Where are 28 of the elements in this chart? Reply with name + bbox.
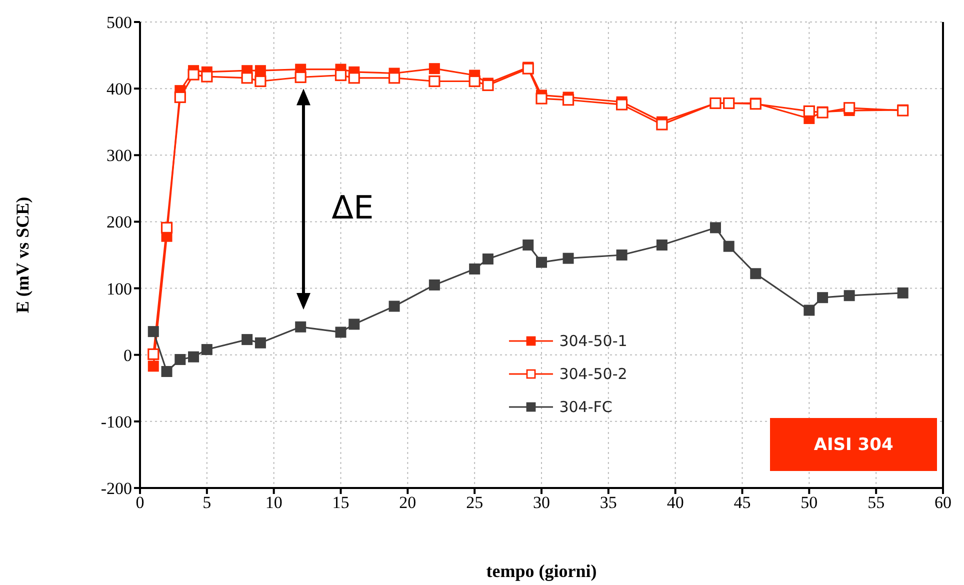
- y-tick-label: -200: [100, 479, 132, 498]
- x-tick-label: 25: [466, 493, 484, 512]
- x-tick-label: 40: [666, 493, 684, 512]
- y-tick-label: 200: [106, 212, 132, 232]
- x-tick-label: 5: [202, 493, 212, 512]
- x-tick-label: 30: [533, 493, 550, 512]
- y-tick-label: 400: [106, 80, 132, 99]
- x-axis-title: tempo (giorni): [486, 561, 597, 581]
- x-tick-label: 35: [600, 493, 617, 512]
- x-tick-label: 45: [734, 493, 751, 512]
- x-tick-label: 55: [868, 493, 885, 512]
- y-tick-label: 100: [106, 279, 132, 298]
- x-tick-label: 10: [265, 493, 282, 512]
- legend-label: 304-50-2: [559, 365, 628, 384]
- annotation: ΔE: [332, 188, 374, 226]
- y-tick-label: 0: [124, 346, 132, 365]
- x-tick-label: 15: [332, 493, 350, 512]
- y-tick-label: 300: [106, 146, 132, 166]
- x-tick-label: 0: [136, 493, 144, 512]
- label-box: AISI 304: [770, 418, 938, 472]
- x-tick-label: 20: [399, 493, 416, 512]
- y-axis-title: E (mV vs SCE): [12, 196, 32, 314]
- legend-label: 304-50-1: [559, 332, 628, 350]
- x-tick-label: 60: [934, 493, 952, 512]
- legend-label: 304-FC: [559, 398, 612, 416]
- y-tick-label: 500: [106, 13, 132, 32]
- x-tick-label: 50: [800, 493, 818, 512]
- y-tick-label: -100: [100, 412, 132, 432]
